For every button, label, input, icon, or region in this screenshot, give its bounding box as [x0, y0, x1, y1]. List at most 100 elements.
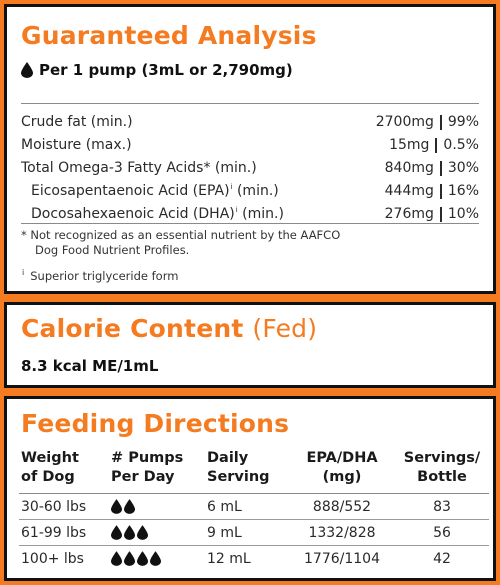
calorie-content-title: Calorie Content (Fed): [21, 314, 317, 344]
analysis-value: 444mg 16%: [385, 183, 479, 199]
weight-cell: 61-99 lbs: [19, 519, 109, 546]
analysis-row: Docosahexaenoic Acid (DHA)i (min.) 276mg 1…: [21, 203, 479, 225]
servings-cell: 83: [395, 493, 489, 520]
per-pump-text: Per 1 pump (3mL or 2,790mg): [39, 61, 293, 79]
weight-cell: 30-60 lbs: [19, 493, 109, 520]
analysis-percent: 0.5%: [443, 137, 479, 153]
pumps-cell: [109, 546, 205, 572]
analysis-percent: 10%: [447, 206, 479, 222]
section-rule: [21, 223, 479, 224]
column-header: EPA/DHA (mg): [289, 449, 395, 494]
analysis-row: Eicosapentaenoic Acid (EPA)i (min.) 444mg…: [21, 180, 479, 202]
footnote-mark: i: [22, 268, 25, 277]
servings-cell: 56: [395, 519, 489, 546]
calorie-content-panel: Calorie Content (Fed) 8.3 kcal ME/1mL: [4, 302, 496, 388]
nutrient-qualifier: (min.): [232, 183, 279, 199]
drop-icon: [150, 551, 161, 566]
pumps-cell: [109, 519, 205, 546]
drop-icon: [137, 525, 148, 540]
header-line: # Pumps: [111, 450, 184, 466]
analysis-amount: 15mg: [389, 137, 430, 153]
value-separator: [439, 114, 442, 130]
servings-cell: 42: [433, 550, 451, 567]
analysis-name: Docosahexaenoic Acid (DHA)i (min.): [21, 206, 284, 222]
epa-dha-cell: 1332/828: [289, 519, 395, 546]
footnote-aafco: * Not recognized as an essential nutrien…: [21, 228, 479, 258]
analysis-amount: 444mg: [384, 183, 434, 199]
analysis-percent: 16%: [447, 183, 479, 199]
pump-drops: [111, 525, 203, 540]
table-row: 100+ lbs 12 mL 1776/1104 42: [19, 546, 489, 572]
header-line: Daily: [207, 450, 249, 466]
value-separator: [439, 206, 442, 222]
analysis-percent: 30%: [447, 160, 479, 176]
weight-cell: 100+ lbs: [21, 550, 84, 567]
analysis-row: Total Omega-3 Fatty Acids* (min.) 840mg 30…: [21, 157, 479, 179]
drop-icon: [137, 551, 148, 566]
analysis-name: Moisture (max.): [21, 137, 132, 153]
serving-cell: 9 mL: [205, 519, 289, 546]
nutrient-qualifier: (min.): [237, 206, 284, 222]
epa-dha-cell: 1776/1104: [304, 550, 380, 567]
analysis-amount: 840mg: [384, 160, 434, 176]
serving-cell: 6 mL: [205, 493, 289, 520]
feeding-table-header: Weight of Dog # Pumps Per Day Daily Serving EP…: [19, 449, 489, 494]
table-row: 61-99 lbs 9 mL 1332/828 56: [19, 519, 489, 546]
pump-drops: [111, 551, 203, 566]
guaranteed-analysis-panel: Guaranteed Analysis Per 1 pump (3mL or 2…: [4, 4, 496, 294]
drop-icon: [111, 525, 122, 540]
value-separator: [439, 160, 442, 176]
analysis-name: Crude fat (min.): [21, 114, 133, 130]
nutrient-label: Crude fat (min.): [21, 114, 133, 130]
drop-icon: [111, 499, 122, 514]
nutrient-label: Docosahexaenoic Acid (DHA): [31, 206, 235, 222]
drop-icon: [124, 499, 135, 514]
header-line: Weight: [21, 450, 79, 466]
column-header: Daily Serving: [205, 449, 289, 494]
nutrient-label: Eicosapentaenoic Acid (EPA): [31, 183, 230, 199]
calorie-value: 8.3 kcal ME/1mL: [21, 357, 159, 375]
footnote-line: Dog Food Nutrient Profiles.: [35, 243, 190, 257]
analysis-amount: 276mg: [384, 206, 434, 222]
calorie-title-main: Calorie Content: [21, 314, 244, 343]
footnote-triglyceride: i Superior triglyceride form: [21, 265, 479, 284]
footnote-text: Superior triglyceride form: [30, 268, 179, 283]
header-line: Servings/: [403, 450, 481, 466]
nutrient-label: Moisture (max.): [21, 137, 132, 153]
header-line: EPA/DHA: [306, 450, 378, 466]
drop-icon: [124, 525, 135, 540]
header-line: Serving: [207, 469, 270, 485]
footnote-line: * Not recognized as an essential nutrien…: [21, 228, 341, 242]
per-pump-line: Per 1 pump (3mL or 2,790mg): [21, 60, 293, 80]
column-header: Servings/Bottle: [395, 449, 489, 494]
header-line: (mg): [322, 469, 362, 485]
analysis-name: Total Omega-3 Fatty Acids* (min.): [21, 160, 257, 176]
analysis-percent: 99%: [447, 114, 479, 130]
footnote-mark: i: [235, 206, 238, 215]
analysis-name: Eicosapentaenoic Acid (EPA)i (min.): [21, 183, 279, 199]
table-row: 30-60 lbs 6 mL 888/552 83: [19, 493, 489, 520]
analysis-value: 2700mg 99%: [376, 114, 479, 130]
calorie-title-suffix: (Fed): [252, 314, 318, 343]
drop-icon: [124, 551, 135, 566]
pumps-cell: [109, 493, 205, 520]
analysis-value: 840mg 30%: [385, 160, 479, 176]
analysis-amount: 2700mg: [375, 114, 434, 130]
pump-drops: [111, 499, 203, 514]
column-header: Weight of Dog: [19, 449, 109, 494]
drop-icon: [111, 551, 122, 566]
feeding-directions-panel: Feeding Directions Weight of Dog # Pumps Pe…: [4, 396, 496, 581]
drop-icon: [21, 62, 33, 78]
header-line: Per Day: [111, 469, 175, 485]
serving-cell: 12 mL: [207, 550, 251, 567]
analysis-value: 15mg 0.5%: [389, 137, 479, 153]
header-line: Bottle: [417, 469, 467, 485]
analysis-row: Crude fat (min.) 2700mg 99%: [21, 111, 479, 133]
analysis-row: Moisture (max.) 15mg 0.5%: [21, 134, 479, 156]
value-separator: [435, 137, 438, 153]
header-line: of Dog: [21, 469, 75, 485]
nutrient-label: Total Omega-3 Fatty Acids* (min.): [21, 160, 257, 176]
guaranteed-analysis-title: Guaranteed Analysis: [21, 21, 317, 50]
value-separator: [439, 183, 442, 199]
footnote-mark: i: [230, 183, 233, 192]
